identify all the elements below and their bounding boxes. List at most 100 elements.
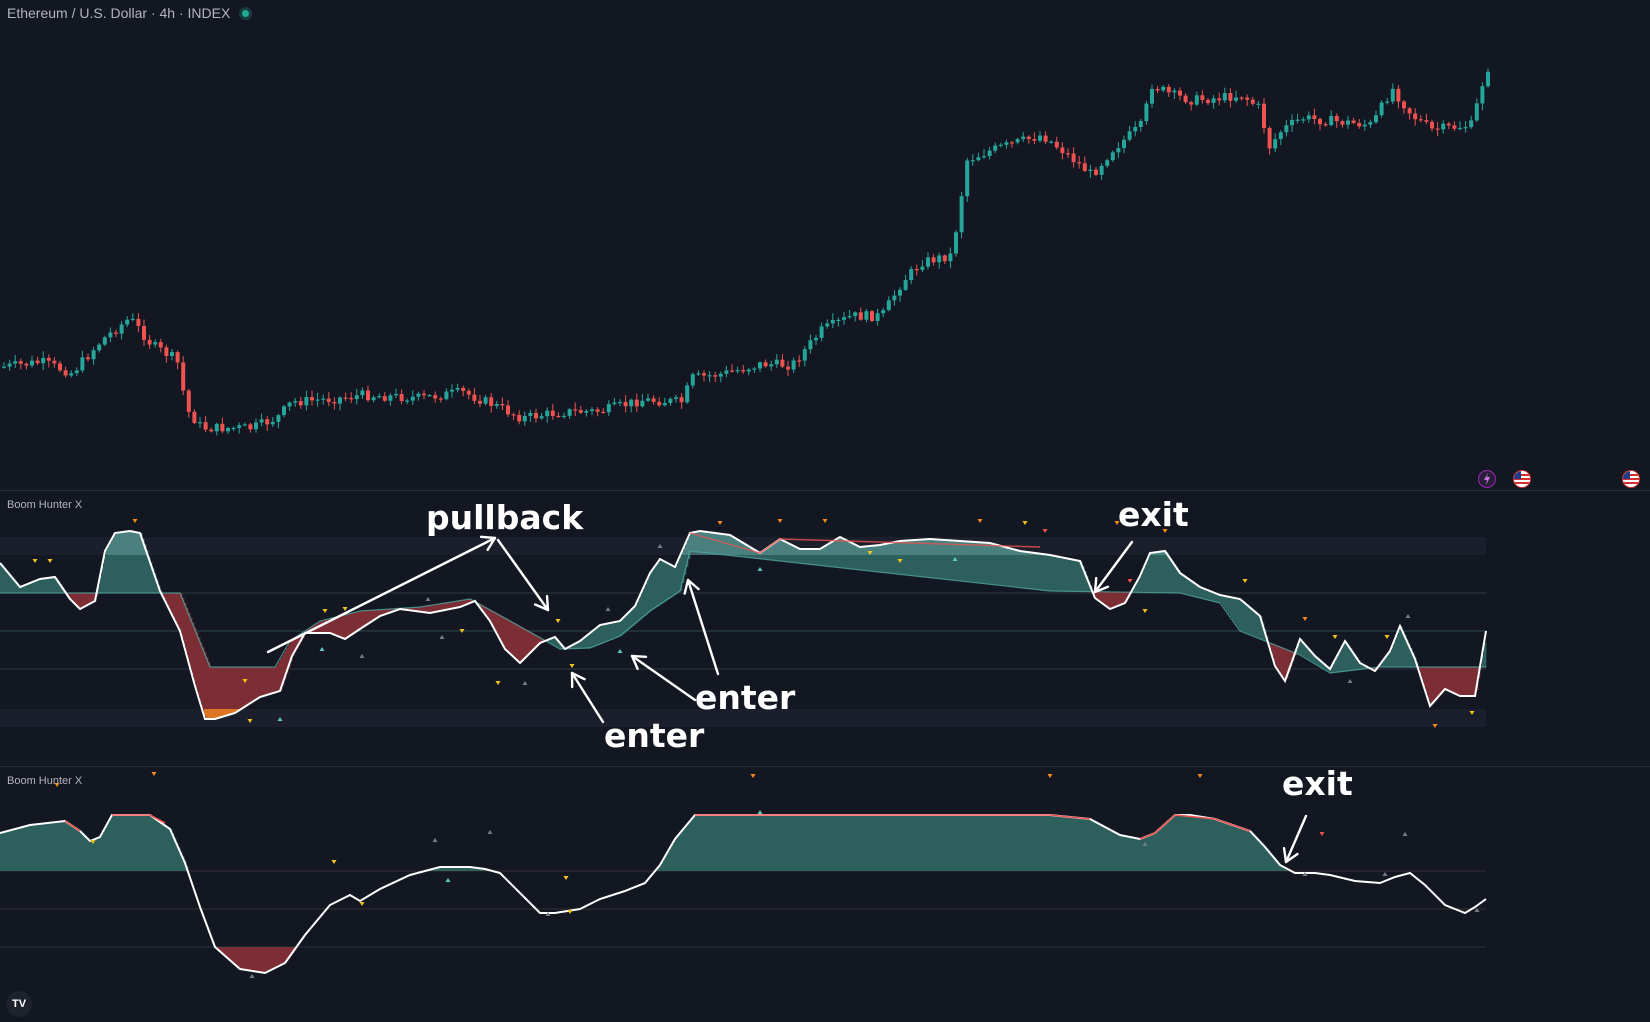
overbought-fill: [696, 531, 699, 555]
candle-body: [1178, 90, 1182, 96]
oscillator-fill: [1072, 559, 1075, 592]
oscillator-fill: [966, 541, 969, 582]
oscillator-fill: [1386, 656, 1389, 667]
oscillator-fill: [1332, 665, 1335, 673]
oscillator-fill: [1180, 815, 1183, 871]
oscillator-fill: [870, 815, 873, 871]
oscillator-fill: [758, 551, 761, 559]
candle-body: [668, 398, 673, 403]
us-flag-event-icon[interactable]: [1622, 470, 1640, 488]
candle-body: [388, 395, 393, 401]
oscillator-fill: [1468, 667, 1471, 696]
oscillator-fill: [1144, 566, 1147, 593]
us-flag-event-icon[interactable]: [1513, 470, 1531, 488]
oscillator-fill: [238, 947, 241, 968]
oscillator-fill: [1382, 661, 1385, 667]
indicator-pane-2[interactable]: Boom Hunter X: [0, 767, 1650, 1022]
oscillator-fill: [1134, 837, 1137, 871]
candle-body: [1385, 101, 1390, 103]
signal-marker: [90, 840, 96, 844]
oscillator-fill: [1200, 587, 1203, 598]
oscillator-fill: [668, 563, 671, 599]
oscillator-fill: [1358, 660, 1361, 670]
oscillator-chart-1[interactable]: [0, 491, 1650, 766]
candle-body: [909, 269, 914, 281]
oscillator-fill: [1006, 547, 1009, 587]
overbought-fill: [722, 533, 725, 555]
overbought-fill: [1018, 550, 1021, 555]
candle-body: [1323, 124, 1328, 126]
oscillator-fill: [1198, 585, 1201, 598]
lightning-event-icon[interactable]: [1478, 470, 1496, 488]
oscillator-fill: [926, 539, 929, 578]
oscillator-chart-2[interactable]: [0, 767, 1650, 1022]
price-pane[interactable]: Ethereum / U.S. Dollar · 4h · INDEX: [0, 0, 1650, 490]
candle-body: [399, 394, 404, 402]
oscillator-fill: [1364, 665, 1367, 669]
candle-body: [702, 373, 706, 376]
oscillator-fill: [988, 542, 991, 585]
oscillator-fill: [226, 947, 229, 957]
oscillator-fill: [856, 815, 859, 871]
annotation-enter: enter: [604, 716, 705, 755]
tradingview-logo-icon[interactable]: TV: [6, 991, 32, 1017]
signal-marker: [1042, 529, 1048, 533]
oscillator-fill: [608, 623, 611, 641]
oscillator-fill: [1194, 815, 1197, 871]
pane-separator[interactable]: [0, 766, 1650, 767]
indicator-pane-1[interactable]: Boom Hunter X: [0, 491, 1650, 766]
oscillator-fill: [100, 837, 103, 871]
oscillator-fill: [498, 614, 501, 636]
signal-marker: [47, 559, 53, 563]
oscillator-fill: [54, 577, 57, 593]
candle-body: [791, 360, 796, 370]
candle-body: [147, 339, 152, 345]
candle-body: [1435, 128, 1440, 130]
oscillator-fill: [90, 593, 93, 604]
oscillator-fill: [986, 542, 989, 584]
overbought-fill: [762, 551, 765, 555]
oscillator-fill: [1154, 833, 1157, 871]
oscillator-fill: [960, 815, 963, 871]
candle-body: [758, 362, 762, 369]
oscillator-fill: [1010, 815, 1013, 871]
oscillator-fill: [862, 546, 865, 571]
candle-body: [108, 332, 113, 338]
oscillator-fill: [926, 815, 929, 871]
candle-body: [528, 412, 533, 416]
oscillator-fill: [746, 815, 749, 871]
oscillator-fill: [1130, 837, 1133, 871]
oscillator-fill: [828, 815, 831, 871]
oscillator-fill: [912, 815, 915, 871]
candlestick-chart[interactable]: [0, 0, 1650, 490]
signal-marker: [1114, 521, 1120, 525]
pane-separator[interactable]: [0, 490, 1650, 491]
oscillator-fill: [232, 667, 235, 714]
candle-body: [18, 361, 23, 364]
oscillator-fill: [688, 823, 691, 871]
overbought-fill: [818, 549, 821, 555]
oscillator-fill: [284, 947, 287, 964]
signal-marker: [822, 519, 828, 523]
oscillator-fill: [192, 622, 195, 675]
oscillator-fill: [898, 541, 901, 575]
oscillator-fill: [182, 856, 185, 871]
oscillator-fill: [978, 815, 981, 871]
oscillator-fill: [954, 815, 957, 871]
oscillator-fill: [164, 593, 167, 599]
candle-body: [1441, 123, 1446, 130]
oscillator-fill: [1118, 592, 1121, 606]
signal-marker: [359, 654, 365, 658]
oscillator-fill: [256, 667, 259, 700]
overbought-fill: [850, 542, 853, 555]
oscillator-fill: [1450, 667, 1453, 692]
oscillator-fill: [504, 617, 507, 648]
oscillator-fill: [1260, 841, 1263, 871]
candle-body: [1183, 95, 1188, 103]
candle-body: [1424, 120, 1429, 122]
oscillator-fill: [1466, 667, 1469, 696]
overbought-fill: [708, 532, 711, 555]
oscillator-fill: [250, 667, 253, 704]
oscillator-fill: [1278, 862, 1281, 871]
overbought-fill: [820, 549, 823, 555]
